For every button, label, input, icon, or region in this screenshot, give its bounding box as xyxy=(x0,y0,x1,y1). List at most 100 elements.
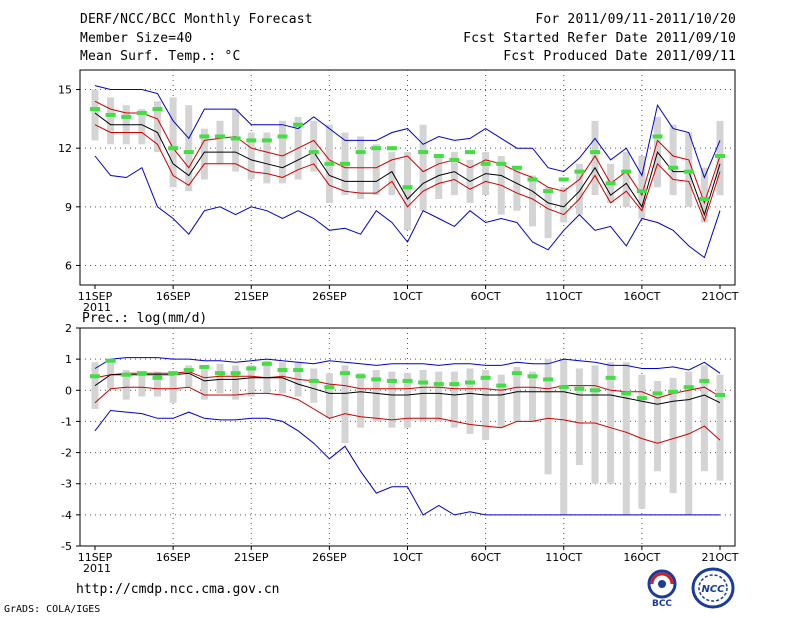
box xyxy=(575,163,583,215)
box xyxy=(591,365,599,484)
median-marker xyxy=(136,111,147,115)
median-marker xyxy=(355,150,366,155)
box xyxy=(357,373,365,428)
median-marker xyxy=(683,385,694,390)
median-marker xyxy=(668,165,679,170)
box xyxy=(669,124,677,196)
grads-credit: GrADS: COLA/IGES xyxy=(4,604,101,615)
median-marker xyxy=(683,169,694,174)
box xyxy=(404,373,411,428)
box xyxy=(341,365,349,444)
x-tick-label: 6OCT xyxy=(471,551,501,564)
box xyxy=(419,124,427,211)
median-marker xyxy=(215,371,225,376)
x-tick-label: 21SEP xyxy=(234,290,269,303)
min-line xyxy=(94,155,721,259)
box xyxy=(122,370,130,400)
median-marker xyxy=(652,391,663,396)
median-marker xyxy=(715,154,725,158)
chart-panel-2: -5 -4 -3 -2 -1 0 1 2 11SEP 16SEP 21SEP 26SEP 1OCT 6OC… xyxy=(61,311,739,575)
median-marker xyxy=(246,366,257,371)
x-tick-year: 2011 xyxy=(83,562,111,575)
box xyxy=(497,374,505,428)
box xyxy=(591,120,599,196)
min-line xyxy=(94,409,720,516)
x-tick-label: 21OCT xyxy=(701,551,738,564)
median-marker xyxy=(105,358,116,363)
box xyxy=(216,120,224,164)
median-marker xyxy=(621,391,632,396)
y-tick-label: -2 xyxy=(61,447,72,460)
box xyxy=(638,374,646,509)
median-marker xyxy=(308,150,319,155)
y-tick-label: 0 xyxy=(65,384,72,397)
max-line xyxy=(94,85,721,179)
chart-title: DERF/NCC/BCC Monthly Forecast xyxy=(80,12,313,27)
box xyxy=(482,370,490,441)
median-marker xyxy=(199,134,210,139)
median-marker xyxy=(324,161,335,166)
mean-minus-sd-line xyxy=(94,124,721,222)
median-marker xyxy=(652,134,663,139)
mean-plus-sd-line xyxy=(94,371,721,399)
y-tick-label: -4 xyxy=(61,509,72,522)
median-marker xyxy=(371,146,382,151)
box xyxy=(685,371,693,515)
median-marker xyxy=(465,150,475,155)
median-marker xyxy=(543,377,554,382)
median-marker xyxy=(590,150,600,155)
x-tick-label: 16SEP xyxy=(156,551,191,564)
x-tick-label: 21OCT xyxy=(701,290,738,303)
box xyxy=(138,371,146,397)
box xyxy=(544,187,552,239)
panel-title: Prec.: log(mm/d) xyxy=(82,311,207,326)
median-marker xyxy=(152,375,163,380)
median-marker xyxy=(590,388,600,393)
box xyxy=(388,371,396,428)
median-marker xyxy=(121,372,132,377)
median-marker xyxy=(433,154,444,158)
source-url[interactable]: http://cmdp.ncc.cma.gov.cn xyxy=(76,582,280,597)
median-marker xyxy=(496,161,507,166)
bcc-logo: BCC xyxy=(647,569,677,608)
median-marker xyxy=(511,371,522,376)
box xyxy=(91,362,99,409)
median-marker xyxy=(574,169,585,174)
box xyxy=(466,368,474,434)
max-line xyxy=(94,357,721,374)
median-marker xyxy=(636,189,647,194)
median-marker xyxy=(402,378,413,383)
x-tick-label: 11OCT xyxy=(545,290,582,303)
box xyxy=(216,363,224,394)
median-marker xyxy=(340,161,350,166)
median-marker xyxy=(183,150,194,155)
median-marker xyxy=(105,112,116,117)
box xyxy=(513,366,521,422)
median-marker xyxy=(230,371,241,376)
box xyxy=(669,377,677,494)
y-tick-label: 1 xyxy=(65,353,72,366)
x-tick-label: 16OCT xyxy=(623,290,660,303)
median-marker xyxy=(261,361,272,366)
box xyxy=(247,132,255,180)
median-marker xyxy=(574,386,585,391)
median-marker xyxy=(277,368,288,373)
box xyxy=(200,366,208,400)
median-marker xyxy=(168,146,179,151)
median-marker xyxy=(121,114,132,119)
median-marker xyxy=(527,177,538,182)
x-tick-year: 2011 xyxy=(83,301,111,314)
x-tick-label: 1OCT xyxy=(392,290,422,303)
median-marker xyxy=(527,374,538,379)
box xyxy=(716,374,724,481)
box xyxy=(654,380,661,472)
median-marker xyxy=(168,371,179,376)
median-marker xyxy=(386,146,397,151)
box xyxy=(247,365,255,397)
box xyxy=(279,120,286,184)
mean-plus-sd-line xyxy=(94,100,721,205)
box xyxy=(91,89,99,141)
box xyxy=(450,371,458,428)
median-marker xyxy=(543,189,554,194)
